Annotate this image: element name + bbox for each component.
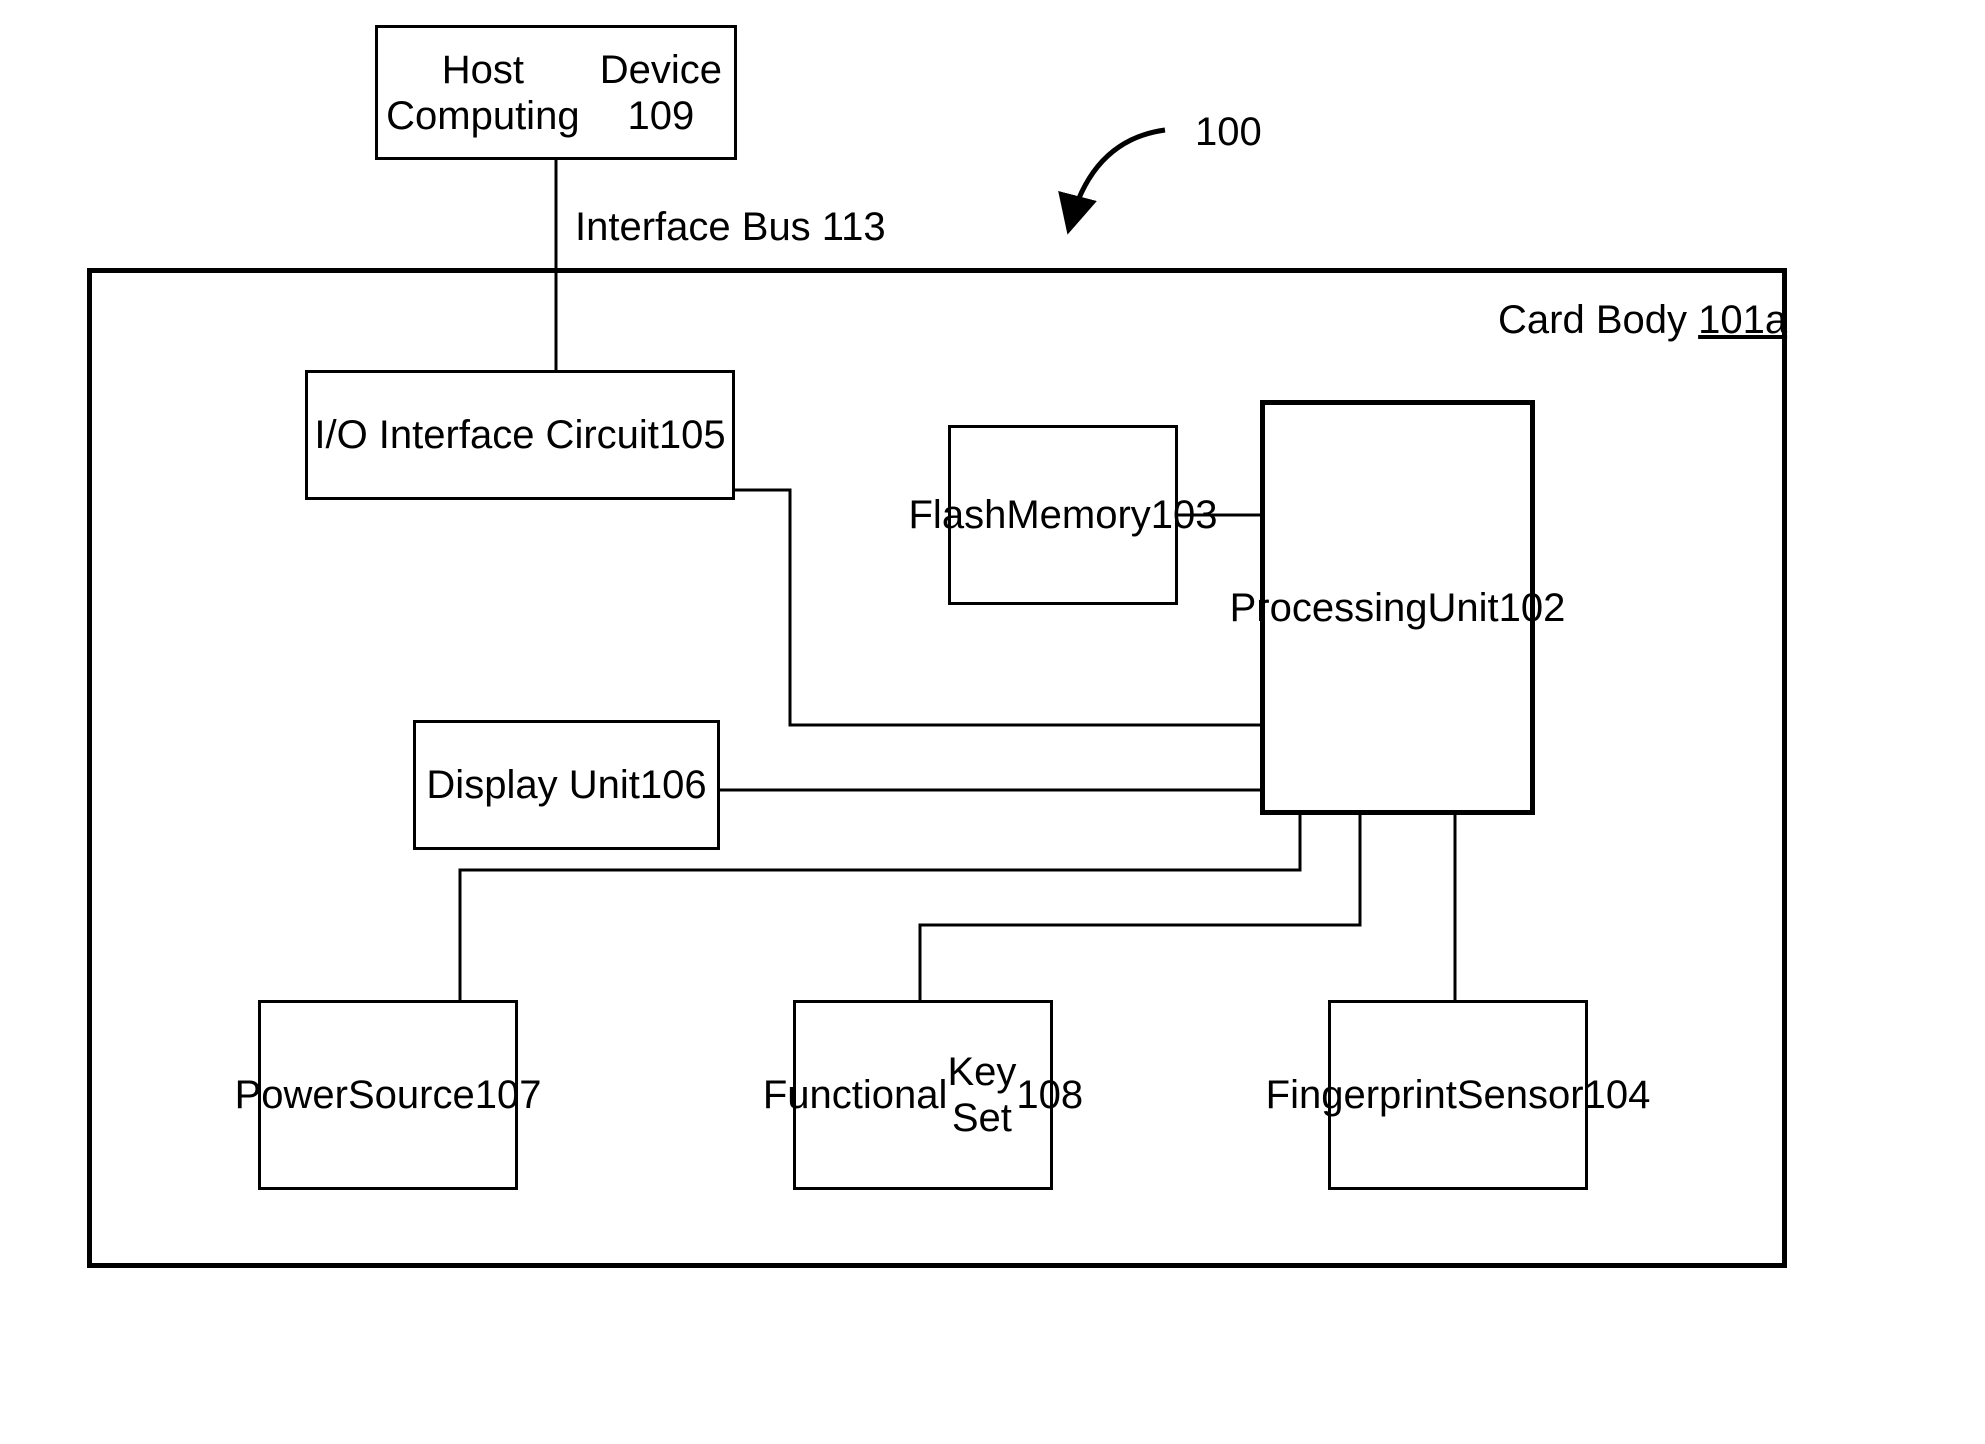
power-source-box: PowerSource107	[258, 1000, 518, 1190]
host-computing-device-box: Host ComputingDevice 109	[375, 25, 737, 160]
processing-unit-box: ProcessingUnit102	[1260, 400, 1535, 815]
io-interface-circuit-box: I/O Interface Circuit105	[305, 370, 735, 500]
flash-memory-box: FlashMemory103	[948, 425, 1178, 605]
display-unit-box: Display Unit106	[413, 720, 720, 850]
card-body-prefix: Card Body	[1498, 298, 1698, 342]
fingerprint-sensor-box: FingerprintSensor104	[1328, 1000, 1588, 1190]
card-body-number: 101a	[1698, 298, 1787, 342]
interface-bus-label: Interface Bus 113	[575, 205, 886, 250]
functional-key-set-box: FunctionalKey Set108	[793, 1000, 1053, 1190]
diagram-stage: Card Body 101a Host ComputingDevice 109 …	[0, 0, 1985, 1444]
card-body-label: Card Body 101a	[1498, 298, 1787, 343]
figure-reference-number: 100	[1195, 110, 1262, 155]
